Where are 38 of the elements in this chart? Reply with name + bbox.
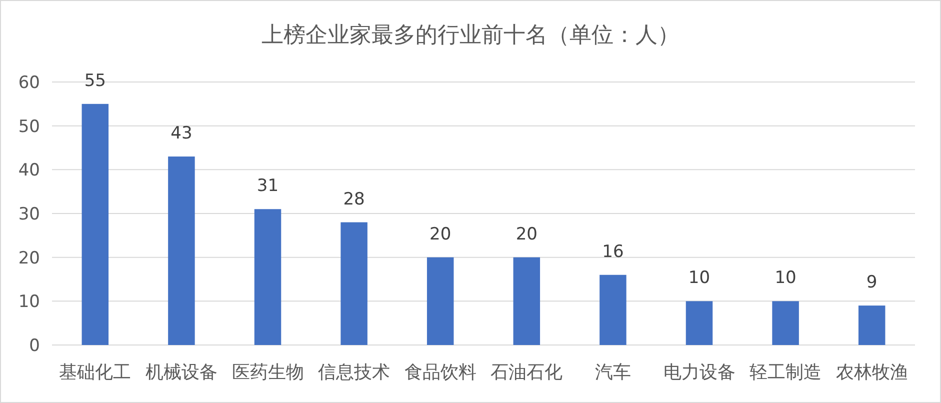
data-label: 16 (602, 242, 624, 262)
bar (686, 301, 713, 345)
data-label: 20 (516, 224, 538, 244)
x-tick-label: 农林牧渔 (836, 362, 908, 383)
bar (772, 301, 799, 345)
bar (600, 274, 626, 345)
y-tick-label: 50 (18, 116, 40, 137)
y-tick-label: 0 (29, 336, 40, 356)
x-tick-label: 机械设备 (145, 362, 218, 383)
data-label: 55 (84, 70, 106, 91)
x-tick-label: 食品饮料 (404, 362, 476, 383)
data-label: 43 (170, 124, 192, 144)
x-tick-label: 汽车 (594, 362, 631, 383)
bar (168, 156, 195, 345)
x-tick-label: 石油石化 (490, 362, 563, 383)
x-tick-label: 轻工制造 (750, 362, 822, 383)
bar (513, 257, 540, 345)
y-tick-label: 10 (18, 292, 40, 312)
x-tick-label: 医药生物 (232, 362, 304, 383)
y-tick-label: 20 (18, 248, 40, 268)
x-tick-label: 电力设备 (663, 362, 736, 383)
chart-title: 上榜企业家最多的行业前十名（单位：人） (262, 23, 680, 48)
x-tick-label: 信息技术 (318, 362, 390, 383)
y-tick-label: 30 (18, 204, 40, 224)
x-tick-label: 基础化工 (59, 362, 132, 383)
bar (426, 257, 454, 345)
data-label: 10 (688, 268, 710, 288)
bar (82, 104, 109, 345)
bar (254, 209, 282, 345)
y-tick-label: 60 (18, 72, 40, 93)
y-tick-label: 40 (18, 160, 40, 181)
bar (858, 306, 886, 345)
data-label: 10 (774, 268, 796, 288)
data-label: 20 (430, 224, 452, 244)
data-label: 9 (866, 272, 878, 293)
data-label: 28 (343, 189, 365, 210)
bar (340, 222, 368, 345)
data-label: 31 (256, 176, 279, 196)
